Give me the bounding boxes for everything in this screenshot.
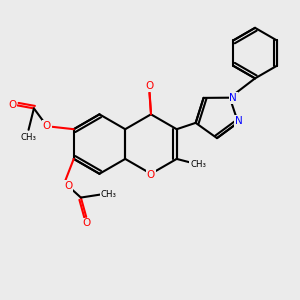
Text: O: O: [147, 170, 155, 180]
Text: O: O: [43, 121, 51, 131]
Text: CH₃: CH₃: [190, 160, 206, 169]
Text: CH₃: CH₃: [100, 190, 116, 199]
Text: O: O: [82, 218, 90, 228]
Text: O: O: [8, 100, 16, 110]
Text: N: N: [230, 93, 237, 103]
Text: CH₃: CH₃: [21, 133, 37, 142]
Text: O: O: [64, 181, 73, 191]
Text: O: O: [145, 81, 154, 92]
Text: N: N: [235, 116, 242, 126]
